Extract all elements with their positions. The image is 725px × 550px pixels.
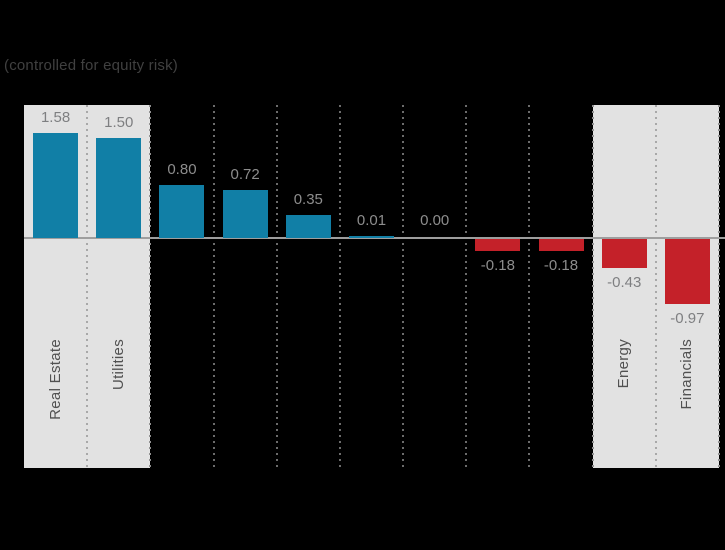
gridline [149, 105, 152, 468]
positive-bar [96, 138, 142, 238]
bar-value-label: 1.50 [104, 114, 134, 132]
bar-value-label: 0.72 [230, 166, 260, 184]
negative-bar [475, 239, 521, 251]
positive-bar [222, 190, 268, 238]
bar-value-label: 0.01 [356, 212, 387, 229]
positive-bar [33, 132, 79, 238]
gridline [718, 105, 720, 468]
gridline [591, 105, 594, 468]
bar-value-label: 0.00 [420, 212, 450, 229]
gridline [212, 105, 215, 468]
gridline [86, 105, 89, 468]
bar-value-label: -0.43 [607, 273, 642, 291]
gridline [402, 105, 405, 468]
gridline [654, 105, 657, 468]
negative-bar [538, 239, 584, 251]
category-label: Real Estate [46, 339, 64, 420]
bar-value-label: 1.58 [40, 108, 71, 126]
chart-subtitle: (controlled for equity risk) [4, 57, 178, 74]
positive-bar [285, 214, 331, 238]
negative-bar [601, 239, 647, 268]
bar-value-label: -0.18 [480, 256, 515, 274]
bar-value-label: -0.18 [543, 256, 579, 274]
positive-bar [159, 184, 205, 238]
bar-value-label: 0.80 [167, 160, 197, 178]
gridline [338, 105, 341, 468]
gridline [275, 105, 278, 468]
negative-bar [664, 239, 710, 304]
category-label: Energy [615, 339, 633, 389]
bar-value-label: 0.35 [293, 190, 323, 208]
zero-baseline [24, 237, 725, 239]
gridline [465, 105, 468, 468]
positive-bar [349, 236, 394, 238]
gridline [528, 105, 531, 468]
category-label: Financials [678, 339, 696, 410]
bar-value-label: -0.97 [670, 309, 705, 327]
category-label: Utilities [109, 339, 127, 391]
